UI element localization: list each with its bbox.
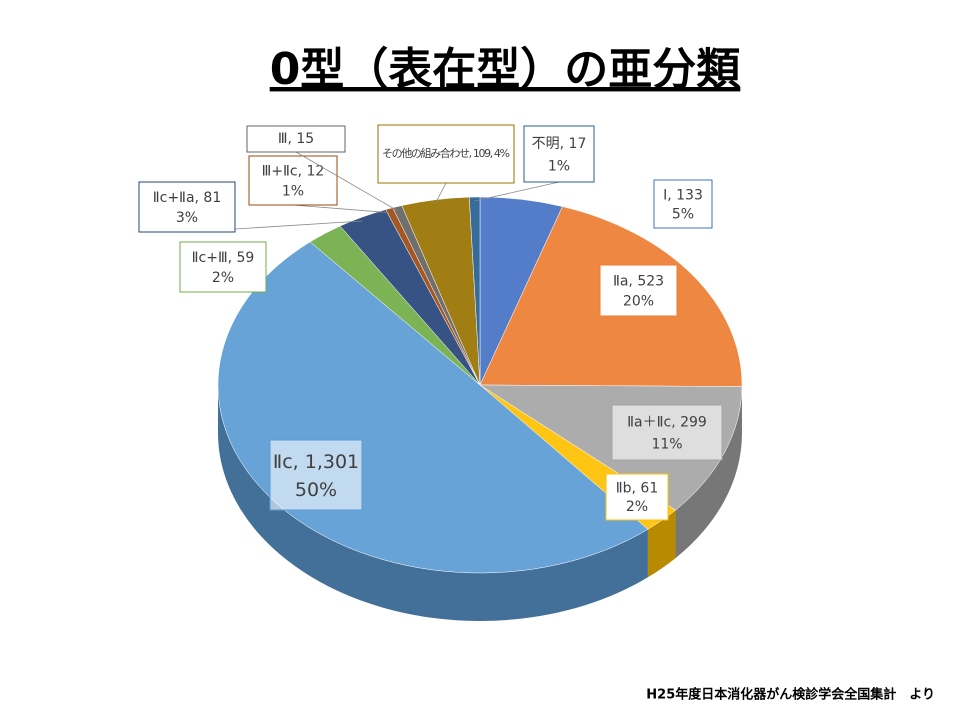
percent-label: 50% (295, 479, 337, 501)
leader-line (293, 205, 389, 213)
source-note: H25年度日本消化器がん検診学会全国集計 より (646, 687, 935, 703)
data-label: Ⅱb, 61 (616, 481, 659, 497)
data-label: Ⅱc+Ⅱa, 81 (153, 190, 222, 206)
data-label: 不明, 17 (532, 136, 587, 152)
percent-label: 2% (626, 499, 648, 515)
leader-line (475, 182, 559, 201)
data-label: Ⅰ, 133 (663, 187, 703, 203)
data-label: その他の組み合わせ, 109, 4% (382, 146, 510, 160)
data-label: Ⅱa, 523 (613, 273, 664, 289)
percent-label: 1% (548, 158, 570, 174)
percent-label: 20% (623, 294, 654, 310)
percent-label: 11% (651, 437, 682, 453)
percent-label: 2% (212, 270, 234, 286)
percent-label: 5% (672, 207, 694, 223)
chart-title: 0型（表在型）の亜分類 (270, 44, 742, 95)
data-label: Ⅱa＋Ⅱc, 299 (627, 415, 707, 431)
data-label: Ⅱc, 1,301 (273, 451, 359, 473)
data-label: Ⅲ, 15 (278, 131, 314, 147)
percent-label: 3% (176, 210, 198, 226)
data-label: Ⅱc+Ⅲ, 59 (192, 250, 255, 266)
percent-label: 1% (282, 183, 304, 199)
data-label: Ⅲ+Ⅱc, 12 (262, 164, 325, 180)
